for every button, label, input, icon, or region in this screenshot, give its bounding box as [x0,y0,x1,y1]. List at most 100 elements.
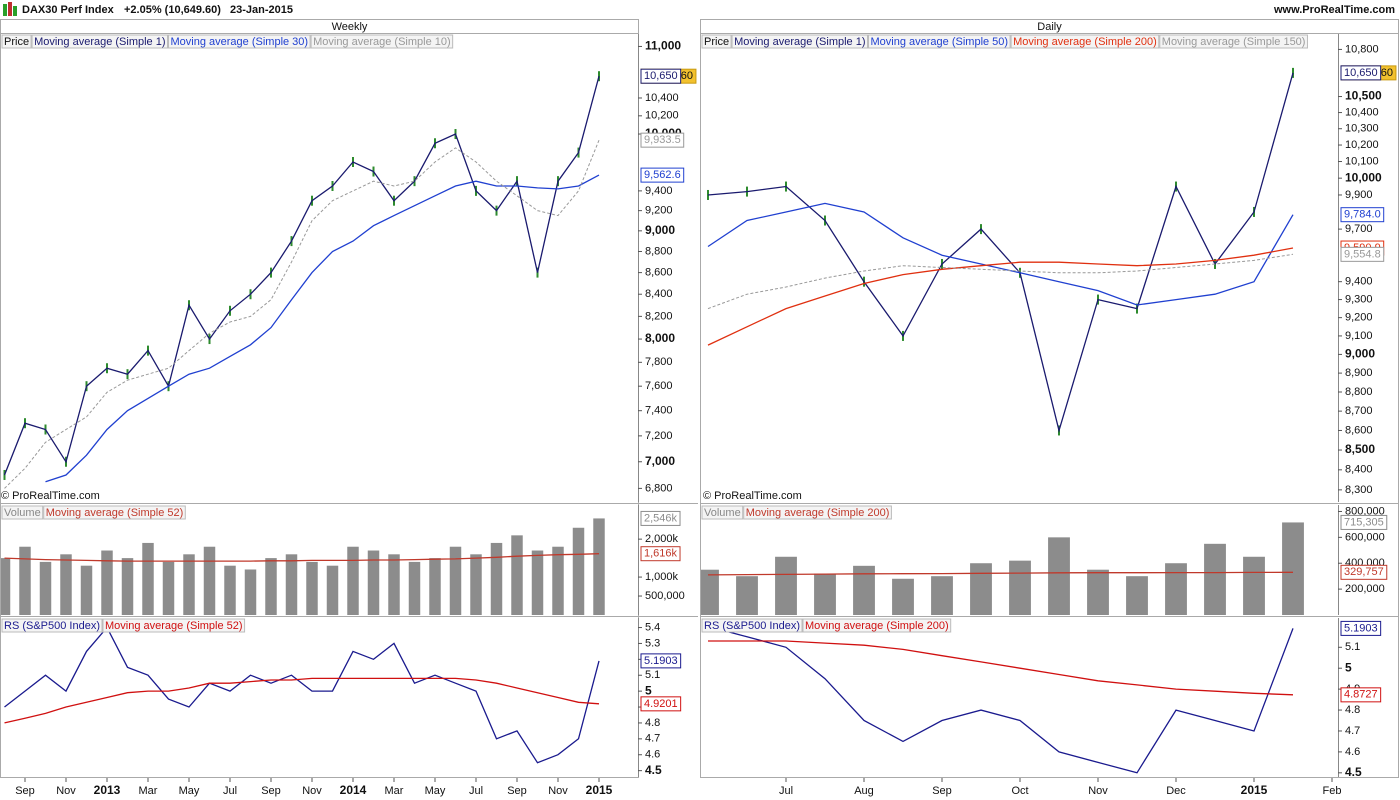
volume-bar [224,565,236,615]
last-value-label: 9,784.0 [1344,209,1381,221]
volume-bar [60,554,72,615]
y-tick-label: 8,800 [645,245,673,257]
series-line [707,253,1294,310]
volume-bar [490,542,503,615]
y-tick-label: 5.4 [645,621,660,633]
last-value-label: 1,616k [644,548,678,560]
y-tick-label: 4.5 [1345,765,1362,779]
x-tick-label: Sep [932,785,952,797]
site-link: www.ProRealTime.com [1273,4,1395,16]
x-tick-label: 2013 [94,783,121,797]
series-line [708,640,1294,696]
x-tick-label: Mar [139,785,158,797]
y-tick-label: 10,200 [1345,139,1379,151]
x-tick-label: May [425,785,446,797]
last-value-label: 9,933.5 [644,134,681,146]
y-tick-label: 10,400 [645,92,679,104]
last-value-label: 9,562.6 [644,169,681,181]
last-value-label: 10,650 [1344,67,1378,79]
last-value-label: 9,554.8 [1344,248,1381,260]
watermark: © ProRealTime.com [1,490,100,502]
y-tick-label: 11,000 [645,39,681,53]
y-tick-label: 8,800 [1345,386,1373,398]
x-tick-label: Feb [1323,785,1342,797]
y-tick-label: 1,000k [645,571,679,583]
legend-entry: Moving average (Simple 52) [105,620,243,632]
last-value-box [1340,620,1382,636]
x-tick-label: Mar [385,785,404,797]
legend-box [102,618,246,633]
y-tick-label: 4.8 [1345,704,1360,716]
legend-box [1010,34,1160,49]
series-line [707,72,1294,433]
legend-entry: Moving average (Simple 50) [871,36,1009,48]
volume-bar [736,576,758,615]
y-tick-label: 4.6 [645,749,660,761]
volume-bar [531,550,544,615]
date: 23-Jan-2015 [230,4,293,16]
x-tick-label: Oct [1011,785,1028,797]
y-tick-label: 8,400 [1345,464,1373,476]
volume-bar [1,558,11,615]
y-tick-label: 8,900 [1345,367,1373,379]
y-tick-label: 8,400 [645,288,673,300]
volume-bar [931,576,953,615]
x-tick-label: Nov [548,785,568,797]
volume-bar [1126,576,1148,615]
volume-bar [388,554,400,615]
legend-box [743,505,892,520]
legend-entry: RS (S&P500 Index) [4,620,100,632]
series-line [45,174,600,483]
volume-bar [142,542,154,615]
y-tick-label: 9,100 [1345,330,1373,342]
y-tick-label: 9,000 [645,223,675,237]
volume-bar [429,558,441,615]
y-tick-label: 5.1 [645,669,660,681]
x-tick-label: Sep [261,785,281,797]
volume-bar [162,561,175,615]
volume-bar [183,554,195,615]
y-tick-label: 10,200 [645,110,679,122]
y-tick-label: 9,700 [1345,223,1373,235]
volume-bar [814,573,836,615]
y-tick-label: 7,800 [645,356,673,368]
symbol-icon [8,2,12,16]
volume-bar [892,578,914,615]
y-tick-label: 6,800 [645,482,673,494]
volume-bar [244,569,257,615]
y-tick-label: 7,200 [645,430,673,442]
x-tick-label: Jul [223,785,237,797]
x-tick-label: Jul [779,785,793,797]
last-value-box [1340,564,1388,580]
volume-bar [306,561,318,615]
watermark: © ProRealTime.com [703,490,802,502]
last-value-label: 5.1903 [644,655,678,667]
volume-bar [449,546,462,615]
y-tick-label: 10,000 [1345,170,1382,184]
y-tick-label: 8,700 [1345,405,1373,417]
legend-entry: Volume [704,507,741,519]
legend-entry: Moving average (Simple 1) [34,36,165,48]
last-value-box [640,167,685,183]
x-tick-label: 2015 [1241,783,1268,797]
volume-bar [1204,543,1226,615]
legend-box [701,34,732,49]
panel-title: Weekly [332,21,368,33]
y-tick-label: 5.3 [645,637,660,649]
legend-entry: Volume [4,507,41,519]
x-tick-label: Nov [56,785,76,797]
y-tick-label: 9,900 [1345,189,1373,201]
x-tick-label: 2015 [586,783,613,797]
series-line [4,677,600,724]
legend-box [1,505,44,520]
volume-bar [285,554,298,615]
x-tick-label: Jul [469,785,483,797]
volume-bar [19,546,31,615]
y-tick-label: 8,600 [1345,424,1373,436]
volume-bar [470,554,482,615]
y-tick-label: 10,400 [1345,106,1379,118]
volume-bar [552,546,564,615]
y-tick-label: 4.6 [1345,746,1360,758]
y-tick-label: 9,000 [1345,347,1375,361]
